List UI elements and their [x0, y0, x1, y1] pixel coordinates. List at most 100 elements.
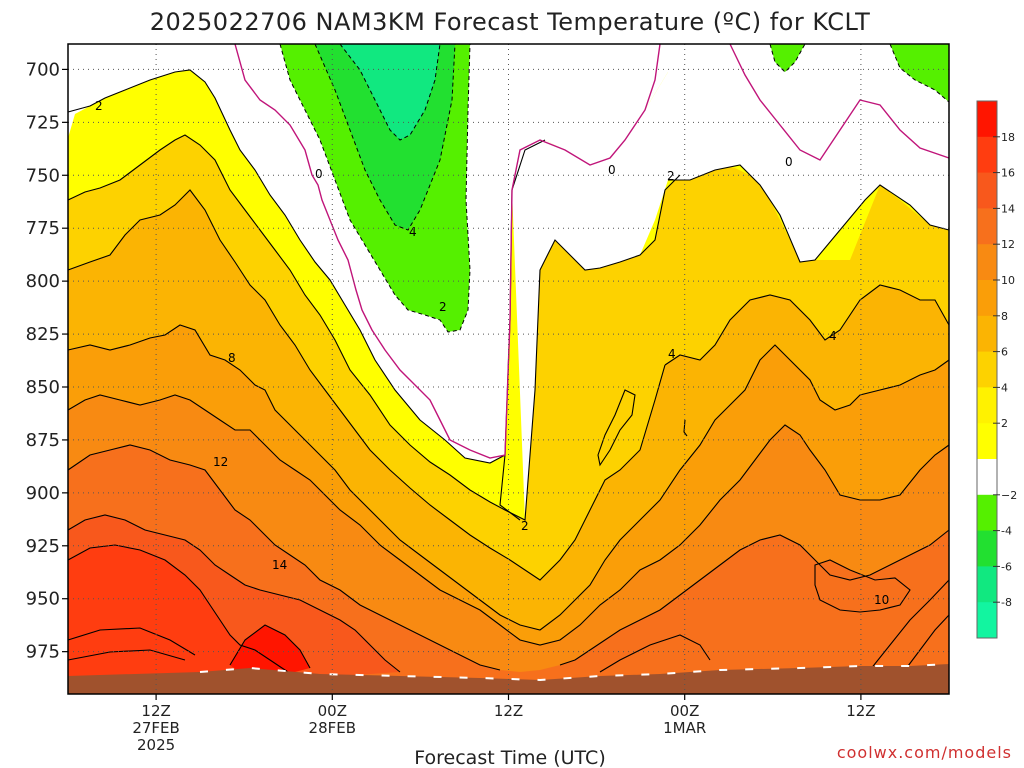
- colorbar-tick-label: -4: [1001, 525, 1012, 538]
- band-minus2-topright-b: [890, 44, 949, 102]
- x-tick-label: 00Z: [318, 702, 347, 720]
- colorbar-tick-label: 4: [1001, 381, 1008, 394]
- contour-lowleft-b: [67, 649, 186, 661]
- x-tick-label: 1MAR: [663, 719, 706, 737]
- contour-lowright-a: [599, 634, 711, 673]
- x-tick-label: 2025: [137, 736, 175, 754]
- colorbar-band: [977, 423, 997, 460]
- contour-label: 2: [439, 300, 447, 314]
- contour-12: [67, 444, 501, 671]
- contour-2c: [668, 164, 950, 263]
- contour-8: [67, 324, 950, 631]
- colorbar-tick-label: 10: [1001, 274, 1015, 287]
- contour-4: [67, 134, 681, 521]
- contour-18: [229, 624, 311, 669]
- x-tick-label: 12Z: [141, 702, 170, 720]
- y-tick-label: 850: [26, 377, 60, 398]
- zero-isotherm: [234, 43, 950, 459]
- band-pocket-4: [598, 390, 635, 465]
- contour-minus2-tr-b: [889, 43, 950, 103]
- colorbar-frame: [976, 100, 998, 639]
- contour-16: [67, 544, 301, 681]
- gridlines: [68, 44, 949, 694]
- colorbar-tick-label: -6: [1001, 560, 1012, 573]
- y-tick-label: 975: [26, 642, 60, 663]
- contour-lowright-b: [869, 579, 950, 671]
- contour-label: 0: [608, 163, 616, 177]
- band-minus2-topright-a: [770, 44, 805, 72]
- x-tick-label: 12Z: [494, 702, 523, 720]
- colorbar-band: [977, 351, 997, 388]
- contour-label: 8: [228, 351, 236, 365]
- y-tick-label: 875: [26, 430, 60, 451]
- colorbar-tick-label: 14: [1001, 202, 1015, 215]
- colorbar-band: [977, 280, 997, 317]
- contour-label: 12: [213, 455, 228, 469]
- zero-line-right: [729, 43, 950, 161]
- colorbar-band: [977, 136, 997, 174]
- colorbar-tick-label: 8: [1001, 310, 1008, 323]
- colorbar-band: [977, 208, 997, 245]
- y-tick-label: 825: [26, 324, 60, 345]
- colorbar-band: [977, 494, 997, 532]
- contour-label: 2: [95, 99, 103, 113]
- colorbar-band: [977, 172, 997, 209]
- colorbar-band: [977, 315, 997, 353]
- colorbar-band: [977, 530, 997, 567]
- colorbar-band: [977, 459, 997, 496]
- y-tick-label: 700: [26, 59, 60, 80]
- contour-10: [67, 394, 950, 646]
- negative-contours: [279, 43, 950, 333]
- contour-labels: 2 0 4 2 0 0 2 8 2 4 4 12 14 10: [95, 99, 889, 607]
- plot-area: 2 0 4 2 0 0 2 8 2 4 4 12 14 10: [67, 43, 950, 695]
- contour-label: 4: [668, 347, 676, 361]
- colorbar-tick-label: −2: [1001, 489, 1017, 502]
- contour-label: 0: [785, 155, 793, 169]
- credit-link[interactable]: coolwx.com/models: [837, 743, 1012, 762]
- contour-label: 2: [521, 519, 529, 533]
- contour-12b: [559, 529, 950, 666]
- contour-minus6: [339, 43, 441, 141]
- colorbar-band: [977, 602, 997, 639]
- contour-label: 14: [272, 558, 287, 572]
- band-0-2-upper: [235, 44, 520, 463]
- y-tick-label: 725: [26, 112, 60, 133]
- contour-14: [67, 514, 401, 673]
- contour-lowleft-a: [67, 627, 196, 656]
- colorbar-tick-label: 2: [1001, 417, 1008, 430]
- temperature-contours: [67, 69, 950, 681]
- band-18-20: [230, 625, 310, 680]
- y-axis: 700 725 750 775 800 825 850 875 900 925 950 975: [26, 59, 68, 663]
- y-tick-label: 925: [26, 536, 60, 557]
- x-tick-label: 12Z: [846, 702, 875, 720]
- y-tick-label: 800: [26, 271, 60, 292]
- colorbar-band: [977, 101, 997, 138]
- contour-label: 4: [829, 329, 837, 343]
- colorbar-tick-label: -8: [1001, 596, 1012, 609]
- contour-minus2: [279, 43, 471, 333]
- x-tick-label: 28FEB: [309, 719, 356, 737]
- colorbar-band: [977, 566, 997, 603]
- contour-lowright-c: [904, 614, 950, 671]
- contour-pocket-4: [597, 389, 636, 467]
- contour-label: 2: [667, 169, 675, 183]
- zero-line-left: [234, 43, 661, 459]
- x-axis-label: Forecast Time (UTC): [414, 747, 605, 768]
- band-0-2-right: [512, 44, 949, 520]
- contour-label: 0: [315, 167, 323, 181]
- y-tick-label: 775: [26, 218, 60, 239]
- chart-title: 2025022706 NAM3KM Forecast Temperature (…: [150, 8, 871, 36]
- contour-label: 4: [409, 225, 417, 239]
- colorbar-band: [977, 244, 997, 281]
- contour-6: [67, 189, 666, 581]
- contour-2: [67, 69, 546, 464]
- colorbar-band: [977, 387, 997, 424]
- contour-label: 10: [874, 593, 889, 607]
- y-tick-label: 900: [26, 483, 60, 504]
- band-minus6-minus8: [340, 44, 440, 140]
- colorbar-tick-label: 18: [1001, 131, 1015, 144]
- contour-minus4: [314, 43, 456, 231]
- y-tick-label: 950: [26, 589, 60, 610]
